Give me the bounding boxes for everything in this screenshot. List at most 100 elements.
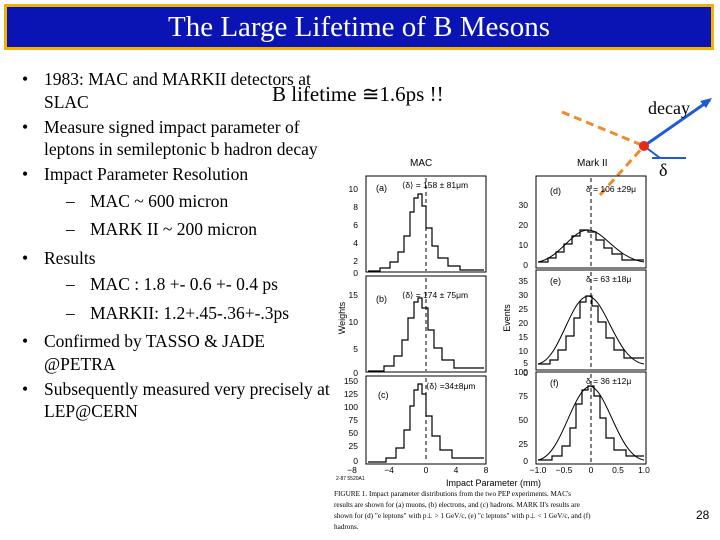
histogram-line [538, 229, 644, 263]
y-tick-label: 50 [519, 415, 529, 425]
y-tick-label: 25 [519, 304, 529, 314]
sub-bullet-item: MARKII: 1.2+.45-.36+-.3ps [44, 302, 340, 325]
bullet-text: Subsequently measured very precisely at … [44, 378, 330, 422]
histogram-line [368, 383, 484, 463]
x-tick-label: −4 [384, 465, 394, 475]
y-tick-label: 8 [353, 202, 358, 212]
panel-frame [365, 275, 487, 373]
x-axis-label: Impact Parameter (mm) [446, 478, 541, 488]
histogram-line [538, 385, 644, 461]
y-tick-label: 0 [353, 456, 358, 466]
panel-label: (a) [376, 183, 387, 193]
y-tick-label: 10 [519, 346, 529, 356]
decay-vertex-dot [639, 141, 649, 151]
decay-label: decay [648, 98, 690, 118]
bullet-text: 1983: MAC and MARKII detectors at SLAC [44, 69, 311, 112]
bullet-text: Results [44, 247, 96, 268]
histogram-line [538, 295, 644, 365]
fit-curve [537, 385, 645, 461]
y-tick-label: 100 [344, 402, 358, 412]
panel-a: (a) ⟨δ⟩ = 158 ± 81μm 10 8 6 4 2 0 [349, 175, 487, 278]
sub-bullet-item: MAC ~ 600 micron [44, 190, 340, 213]
panel-frame [535, 269, 647, 371]
y-tick-label: 0 [353, 268, 358, 278]
panel-stat: δ = 106 ±29μ [586, 184, 636, 194]
bullet-item: Measure signed impact parameter of lepto… [20, 116, 340, 161]
sub-bullet-list: MAC ~ 600 micron MARK II ~ 200 micron [44, 190, 340, 241]
y-tick-label: 30 [519, 290, 529, 300]
decay-arrowhead [700, 98, 712, 108]
slide-title: The Large Lifetime of B Mesons [168, 10, 550, 43]
page-number: 28 [696, 508, 710, 522]
y-tick-label: 15 [349, 290, 359, 300]
y-tick-label: 0 [523, 260, 528, 270]
figure-code: 2-87 5520A1 [336, 476, 365, 482]
y-tick-label: 6 [353, 220, 358, 230]
mac-title: MAC [410, 158, 432, 169]
bullet-item: Results MAC : 1.8 +- 0.6 +- 0.4 ps MARKI… [20, 247, 340, 325]
fit-curve [537, 229, 645, 263]
y-tick-label: 10 [519, 240, 529, 250]
sub-bullet-list: MAC : 1.8 +- 0.6 +- 0.4 ps MARKII: 1.2+.… [44, 273, 340, 324]
panel-f: (f) δ = 36 ±12μ 100 75 50 25 0 [514, 367, 647, 466]
sub-bullet-item: MAC : 1.8 +- 0.6 +- 0.4 ps [44, 273, 340, 296]
x-tick-label: 0.5 [612, 465, 624, 475]
fit-curve [537, 295, 645, 365]
sub-bullet-item: MARK II ~ 200 micron [44, 218, 340, 241]
y-tick-label: 75 [519, 391, 529, 401]
bullet-item: Impact Parameter Resolution MAC ~ 600 mi… [20, 163, 340, 241]
y-tick-label: 0 [353, 368, 358, 378]
panel-c: (c) ⟨δ⟩ =34±8μm 150 125 100 75 50 25 0 [344, 375, 487, 466]
lifetime-callout: B lifetime ≅1.6ps !! [272, 82, 444, 106]
markii-title: Mark II [577, 158, 608, 169]
incoming-track-line [561, 110, 645, 148]
caption-line: results are shown for (a) muons, (b) ele… [334, 501, 580, 509]
panel-stat: ⟨δ⟩ = 174 ± 75μm [402, 290, 468, 300]
slide-title-bar: The Large Lifetime of B Mesons [4, 4, 714, 50]
y-tick-label: 150 [344, 376, 358, 386]
markii-figure: Mark II Events (d) δ = 106 ±29μ 30 20 10… [502, 158, 650, 475]
panel-label: (b) [376, 294, 387, 304]
x-tick-label: −8 [347, 465, 357, 475]
panel-label: (c) [378, 390, 389, 400]
histogram-line [368, 193, 484, 272]
panel-d: (d) δ = 106 ±29μ 30 20 10 0 [519, 175, 647, 270]
caption-line: shown for (d) "e leptons" with p⊥ > 1 Ge… [334, 512, 591, 520]
y-tick-label: 4 [353, 238, 358, 248]
bullet-item: Subsequently measured very precisely at … [20, 378, 340, 423]
panel-frame [535, 371, 647, 465]
panel-frame [535, 175, 647, 269]
y-tick-label: 2 [353, 256, 358, 266]
x-tick-label: 1.0 [638, 465, 650, 475]
y-axis-label-right: Events [502, 304, 512, 332]
extrapolated-track-line [598, 144, 646, 197]
panel-label: (f) [550, 378, 559, 388]
bullet-text: Impact Parameter Resolution [44, 164, 249, 184]
y-tick-label: 35 [519, 276, 529, 286]
y-tick-label: 25 [349, 441, 359, 451]
bullet-item: Confirmed by TASSO & JADE @PETRA [20, 330, 340, 375]
decay-diagram [561, 98, 712, 197]
delta-label: δ [659, 160, 668, 180]
bullet-text: Confirmed by TASSO & JADE @PETRA [44, 331, 265, 374]
figure-caption: FIGURE 1. Impact parameter distributions… [334, 490, 591, 531]
y-tick-label: 25 [519, 439, 529, 449]
y-tick-label: 10 [349, 317, 359, 327]
x-tick-label: −1.0 [530, 465, 547, 475]
panel-stat: ⟨δ⟩ =34±8μm [426, 381, 476, 391]
y-tick-label: 125 [344, 389, 358, 399]
y-tick-label: 5 [523, 358, 528, 368]
y-tick-label: 20 [519, 318, 529, 328]
y-tick-label: 10 [349, 184, 359, 194]
y-tick-label: 30 [519, 200, 529, 210]
y-tick-label: 0 [523, 368, 528, 378]
panel-stat: δ = 36 ±12μ [586, 376, 631, 386]
decay-track-line [643, 98, 711, 148]
panel-stat: δ = 63 ±18μ [586, 274, 631, 284]
y-axis-label-left: Weights [337, 301, 347, 334]
y-tick-label: 100 [514, 367, 528, 377]
caption-line: hadrons. [334, 523, 359, 531]
histogram-line [368, 297, 484, 372]
panel-stat: ⟨δ⟩ = 158 ± 81μm [402, 180, 468, 190]
